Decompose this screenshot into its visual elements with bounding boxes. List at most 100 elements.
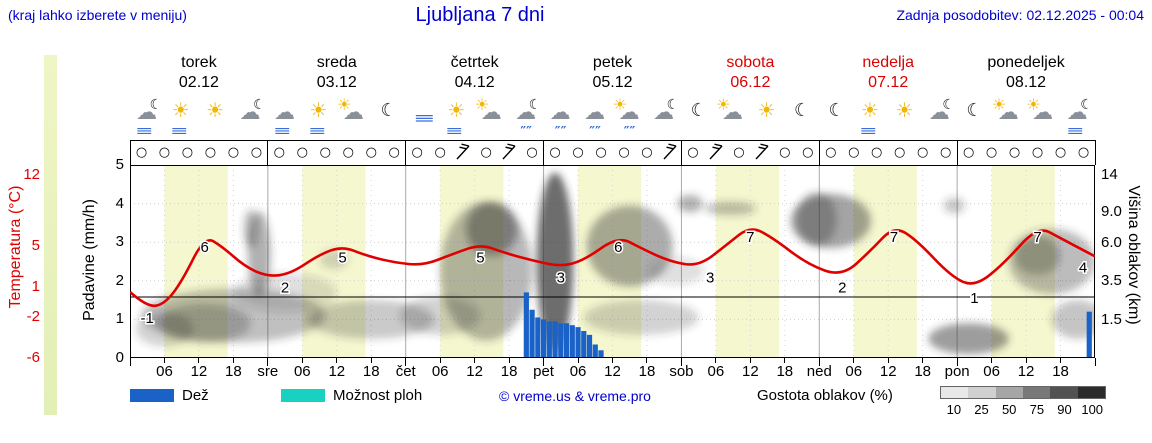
precipitation-tick-label: 3 (115, 233, 124, 251)
sun-icon: ☀ (309, 98, 328, 122)
cloud-icon: ☁ (515, 100, 537, 124)
fog-icon: ≡ (1065, 124, 1085, 139)
cloud-cover-circle-icon: ○ (227, 145, 240, 160)
density-scale-cell (995, 387, 1023, 398)
x-axis-tick (577, 358, 579, 363)
weather-icon-fog: ≡ (406, 97, 440, 137)
temperature-tick-label: -2 (26, 308, 40, 326)
density-tick-label: 25 (974, 402, 989, 417)
day-header: nedelja 07.12 (823, 53, 953, 93)
day-name: ponedeljek (987, 54, 1065, 71)
day-date: 03.12 (316, 74, 357, 91)
density-scale-cell (1050, 387, 1078, 398)
precip-bar (581, 330, 587, 358)
x-axis-tick (474, 358, 476, 363)
cloud-cover-circle-icon: ○ (549, 145, 561, 160)
cloud-cover-circle-icon: ○ (250, 145, 263, 160)
density-scale-cell (941, 387, 969, 398)
cloud-cover-circle-icon: ○ (365, 145, 377, 160)
moon-icon: ☾ (828, 100, 845, 121)
precip-bar (558, 323, 564, 358)
x-axis-tick (198, 358, 200, 363)
x-axis-label: 06 (569, 363, 587, 380)
cloud-cover-circle-icon: ○ (802, 145, 814, 160)
precipitation-bars (523, 292, 1092, 358)
rain-icon: ″″ (623, 125, 636, 140)
meteogram-plot: -1 6 2 5 5 3 6 3 7 2 7 1 7 4 (130, 165, 1095, 358)
x-axis-label: pet (533, 363, 554, 380)
temperature-tick-label: 1 (31, 277, 40, 295)
wind-barb-icon (750, 142, 773, 163)
x-axis-tick (749, 358, 751, 363)
day-name: petek (592, 54, 633, 71)
day-boundary-line (543, 140, 545, 165)
day-name: nedelja (862, 54, 914, 71)
day-boundary-line (818, 140, 820, 165)
moon-icon: ☾ (380, 100, 397, 121)
cloud-cover-circle-icon: ○ (526, 145, 538, 160)
precipitation-tick-label: 1 (115, 310, 124, 328)
sun-icon: ☀ (716, 95, 731, 114)
rain-icon: ″″ (554, 125, 567, 140)
cloud-cover-circle-icon: ○ (135, 145, 148, 160)
x-axis-tick (680, 358, 682, 366)
x-axis-label: sre (257, 363, 279, 380)
sun-icon: ☀ (895, 98, 914, 122)
weather-icon-moon: ☾ (371, 97, 405, 137)
temperature-value-label: 7 (746, 229, 754, 246)
day-name: sreda (316, 54, 357, 71)
plot-border (130, 165, 1095, 358)
density-tick-label: 10 (946, 402, 962, 417)
precip-bar (563, 323, 570, 358)
cloud-cover-circle-icon: ○ (572, 145, 584, 160)
temperature-value-label: 7 (1033, 229, 1041, 246)
x-axis-label: sob (669, 363, 694, 380)
temperature-value-label: 2 (281, 280, 289, 297)
credit-link[interactable]: © vreme.us & vreme.pro (499, 388, 651, 404)
rain-icon: ″″ (520, 125, 532, 140)
cloud-icon: ☁ (653, 100, 675, 124)
temperature-value-label: 4 (1079, 259, 1087, 276)
temperature-tick-label: 12 (23, 166, 40, 184)
moon-icon: ☾ (528, 97, 542, 113)
x-axis-tick (508, 358, 510, 363)
x-axis-tick (267, 358, 269, 366)
x-axis-tick (818, 358, 820, 366)
cloud-cover-circle-icon: ○ (342, 145, 354, 160)
weather-icon-sun-fog: ☀ ≡ (303, 97, 337, 138)
temperature-value-label: 7 (890, 229, 898, 246)
density-scale-cell (968, 387, 996, 398)
cloud-cover-circle-icon: ○ (480, 145, 492, 160)
cloud-icon: ☁ (1066, 100, 1088, 124)
x-axis-tick (612, 358, 613, 363)
cloud-icon: ☁ (584, 100, 606, 124)
cloud-cover-circle-icon: ○ (296, 145, 308, 160)
temperature-tick-label: 5 (31, 237, 40, 255)
x-axis-tick (1094, 358, 1096, 366)
x-axis-tick (1025, 358, 1027, 363)
page-title: Ljubljana 7 dni (415, 4, 545, 26)
last-update-timestamp: Zadnja posodobitev: 02.12.2025 - 00:04 (896, 7, 1144, 23)
x-axis-tick (232, 358, 234, 363)
density-tick-label: 100 (1081, 402, 1104, 417)
x-axis-tick (922, 358, 924, 363)
sun-icon: ☀ (757, 98, 776, 122)
cloud-cover-circle-icon: ○ (595, 145, 607, 160)
cloud-cover-circle-icon: ○ (825, 145, 837, 160)
daytime-band (853, 165, 917, 358)
cloud-icon: ☁ (722, 100, 744, 124)
cloud-density-tick-labels: 10 25 50 75 90 100 (940, 402, 1106, 417)
cloud-cover-circle-icon: ○ (1054, 145, 1067, 160)
day-boundary-line (680, 140, 682, 165)
showers-legend-label: Možnost ploh (333, 387, 423, 404)
x-axis-tick (301, 358, 303, 363)
day-header: sreda 03.12 (272, 53, 402, 93)
x-axis-tick (439, 358, 441, 363)
weather-icon-sun-fog: ☀ ≡ (854, 97, 888, 138)
temperature-value-label: 1 (970, 290, 978, 307)
cloud-density-layer (135, 172, 1095, 355)
day-date: 02.12 (178, 74, 219, 91)
day-header: torek 02.12 (134, 53, 264, 93)
moon-icon: ☾ (253, 97, 266, 113)
x-axis-tick (715, 358, 717, 363)
